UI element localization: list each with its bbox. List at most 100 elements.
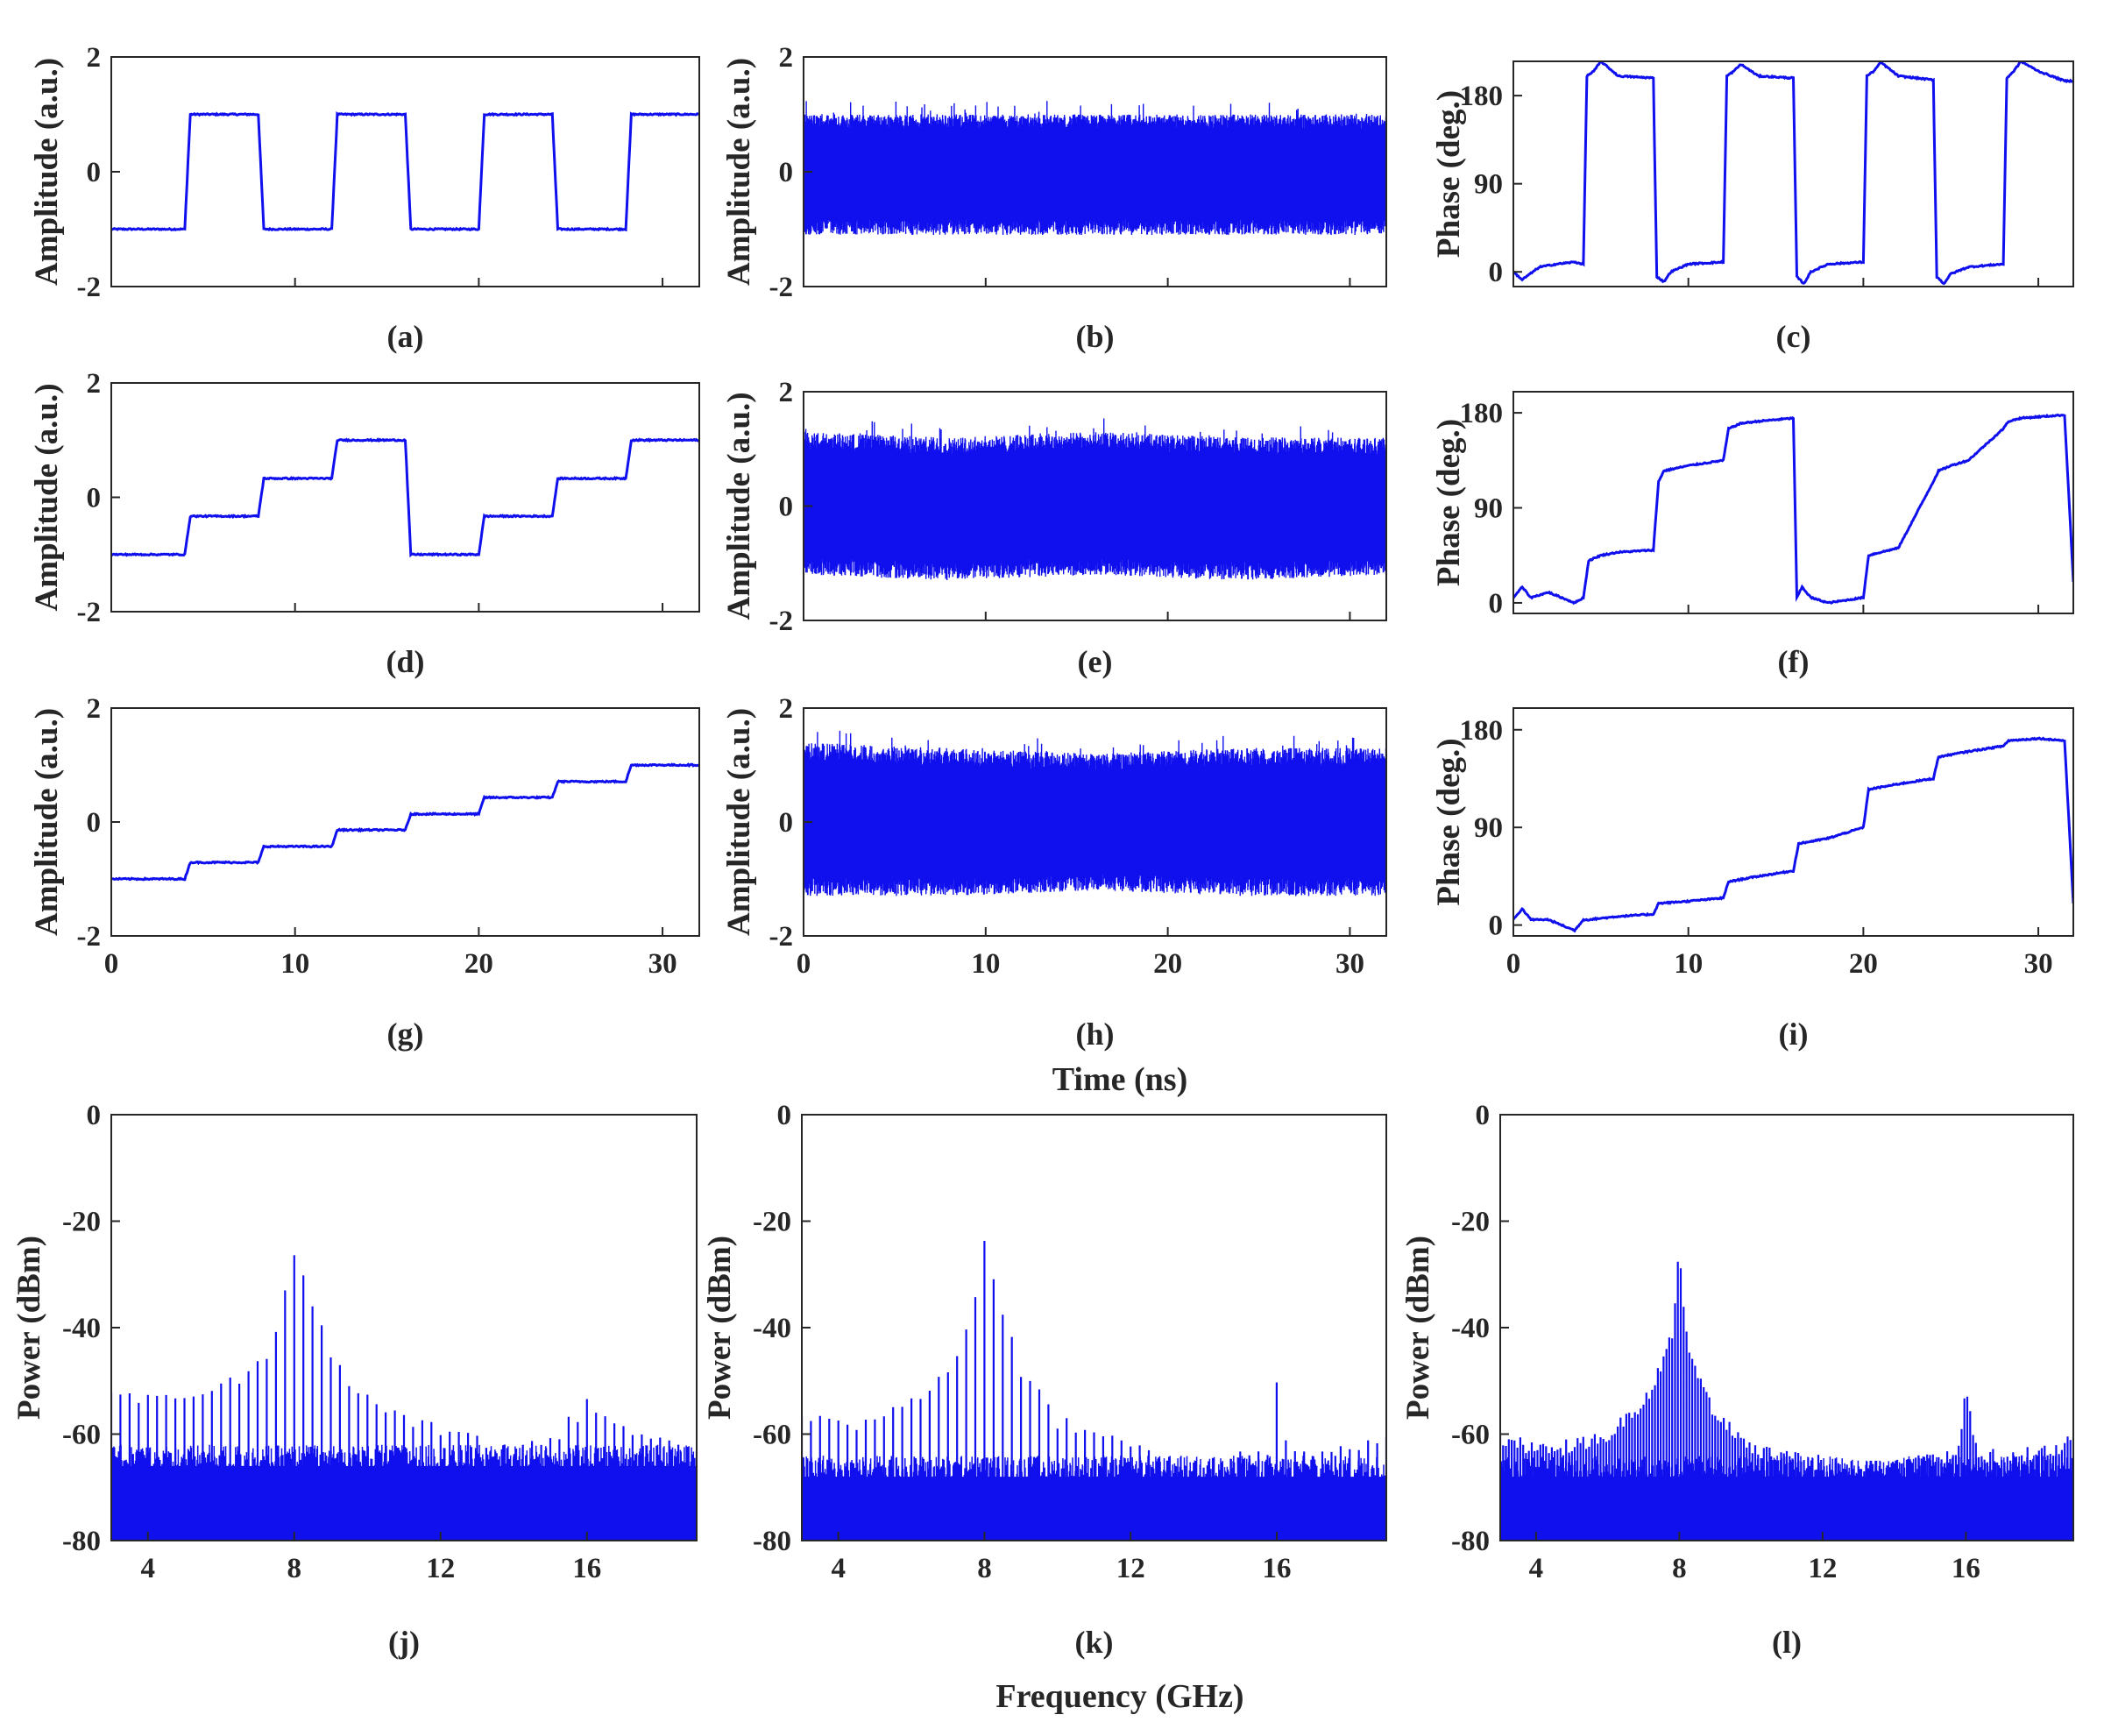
noise-core-b (804, 130, 1386, 217)
xtick-label-j-16: 16 (572, 1553, 601, 1584)
ytick-label-i-0: 0 (1489, 911, 1504, 942)
xtick-label-j-8: 8 (287, 1553, 302, 1584)
panel-label-l: (l) (1772, 1625, 1802, 1660)
ytick-label-b--2: -2 (769, 272, 794, 303)
ytick-label-k--40: -40 (753, 1313, 791, 1344)
panel-a: -2 0 2 Amplitude (a.u.) (a) (29, 42, 700, 354)
xtick-label-j-4: 4 (141, 1553, 156, 1584)
ytick-label-b-0: 0 (779, 157, 794, 188)
series-amplitude-a (111, 110, 699, 232)
xtick-label-h-0: 0 (797, 948, 811, 980)
panel-label-a: (a) (387, 319, 424, 354)
axes-box-c (1512, 60, 2074, 287)
panel-label-f: (f) (1778, 644, 1810, 679)
panel-label-i: (i) (1779, 1017, 1809, 1052)
panel-label-g: (g) (387, 1017, 424, 1052)
ytick-label-h-0: 0 (779, 807, 794, 839)
ytick-label-k--60: -60 (753, 1420, 791, 1451)
plot-area-g (111, 762, 699, 882)
panel-j: -80 -60 -40 -20 0 4 8 12 16 Power (dBm) (j) (11, 1100, 698, 1660)
ylabel-j: Power (dBm) (11, 1236, 47, 1420)
ytick-label-j--80: -80 (62, 1526, 101, 1557)
xtick-label-l-4: 4 (1529, 1553, 1544, 1584)
xtick-label-k-12: 12 (1116, 1553, 1145, 1584)
panel-label-k: (k) (1075, 1625, 1114, 1660)
xtick-label-k-16: 16 (1262, 1553, 1291, 1584)
time-xlabel: Time (ns) (1052, 1061, 1187, 1098)
xtick-label-l-12: 12 (1808, 1553, 1837, 1584)
panel-d: -2 0 2 Amplitude (a.u.) (d) (29, 368, 700, 679)
ytick-label-c-0: 0 (1489, 257, 1504, 288)
axes-box-d (110, 382, 700, 613)
ytick-label-a-0: 0 (87, 157, 102, 188)
plot-area-f (1513, 413, 2073, 606)
xtick-label-g-10: 10 (280, 948, 309, 980)
panel-label-j: (j) (388, 1625, 420, 1660)
plot-area-j (111, 1255, 697, 1541)
panel-label-b: (b) (1076, 319, 1115, 354)
plot-area-a (111, 110, 699, 232)
xtick-label-i-30: 30 (2024, 948, 2053, 980)
xtick-label-h-10: 10 (971, 948, 1000, 980)
ytick-label-d--2: -2 (77, 597, 102, 628)
ytick-label-i-90: 90 (1474, 812, 1503, 844)
plot-area-b (804, 101, 1386, 235)
panel-i: 0 90 180 0 10 20 30 Phase (deg.) (i) (1431, 707, 2074, 1052)
xtick-label-g-30: 30 (648, 948, 677, 980)
series-amplitude-d (111, 437, 699, 558)
axes-box-i (1512, 707, 2074, 937)
panel-label-e: (e) (1078, 644, 1113, 679)
panel-e: -2 0 2 Amplitude (a.u.) (e) (721, 377, 1387, 679)
ytick-label-l--60: -60 (1451, 1420, 1490, 1451)
ytick-label-g-0: 0 (87, 807, 102, 839)
plot-area-i (1513, 736, 2073, 933)
xtick-label-i-10: 10 (1674, 948, 1703, 980)
xtick-label-l-16: 16 (1952, 1553, 1980, 1584)
ylabel-f: Phase (deg.) (1431, 419, 1467, 586)
axes-box-a (110, 56, 700, 287)
ytick-label-h-2: 2 (779, 693, 794, 725)
ytick-label-l--40: -40 (1451, 1313, 1490, 1344)
plot-area-l (1500, 1261, 2073, 1541)
ytick-label-c-90: 90 (1474, 169, 1503, 201)
series-phase-c (1513, 61, 2073, 286)
series-envelope-k (802, 1241, 1386, 1541)
ylabel-k: Power (dBm) (702, 1236, 738, 1420)
plot-area-k (802, 1241, 1386, 1541)
xtick-label-g-20: 20 (464, 948, 493, 980)
ylabel-d: Amplitude (a.u.) (29, 383, 65, 611)
ytick-label-e-2: 2 (779, 377, 794, 408)
ytick-label-a--2: -2 (77, 272, 102, 303)
noise-core-h (804, 781, 1386, 867)
ytick-label-a-2: 2 (87, 42, 102, 74)
ytick-label-e-0: 0 (779, 492, 794, 523)
ylabel-h: Amplitude (a.u.) (721, 708, 757, 936)
panel-l: -80 -60 -40 -20 0 4 8 12 16 Power (dBm) (l) (1400, 1100, 2074, 1660)
axes-box-f (1512, 391, 2074, 614)
ytick-label-j--60: -60 (62, 1420, 101, 1451)
xtick-label-i-0: 0 (1506, 948, 1521, 980)
ytick-label-b-2: 2 (779, 42, 794, 74)
ytick-label-j--20: -20 (62, 1207, 101, 1238)
series-envelope-j (111, 1255, 697, 1541)
ytick-label-f-90: 90 (1474, 493, 1503, 525)
ytick-label-g--2: -2 (77, 921, 102, 953)
xtick-label-j-12: 12 (426, 1553, 455, 1584)
ylabel-i: Phase (deg.) (1431, 738, 1467, 905)
ytick-label-h--2: -2 (769, 921, 794, 953)
xtick-label-k-4: 4 (831, 1553, 846, 1584)
ylabel-c: Phase (deg.) (1431, 90, 1467, 258)
xtick-label-h-30: 30 (1335, 948, 1364, 980)
series-amplitude-g (111, 762, 699, 882)
ytick-label-g-2: 2 (87, 693, 102, 725)
ytick-label-e--2: -2 (769, 606, 794, 637)
ytick-label-k--80: -80 (753, 1526, 791, 1557)
ytick-label-j-0: 0 (87, 1100, 102, 1131)
panel-label-d: (d) (386, 644, 425, 679)
ytick-label-k-0: 0 (777, 1100, 792, 1131)
xtick-label-i-20: 20 (1849, 948, 1878, 980)
